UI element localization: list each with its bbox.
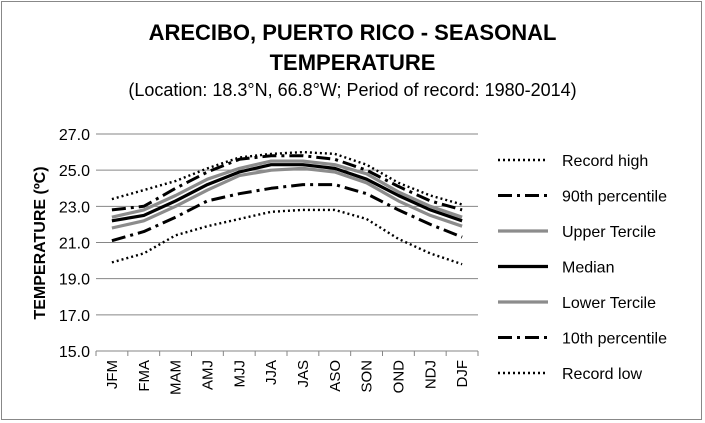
x-tick-label: JJA [263, 360, 280, 385]
x-tick-label: ASO [327, 360, 344, 392]
series-line-90th-percentile [111, 154, 463, 212]
chart-title-block: ARECIBO, PUERTO RICO - SEASONAL TEMPERAT… [0, 18, 705, 102]
chart-title-line-1: ARECIBO, PUERTO RICO - SEASONAL [148, 20, 557, 45]
y-tick-label: 23.0 [59, 199, 90, 216]
x-tick-label: JFM [104, 360, 121, 389]
series-line-median [111, 163, 463, 223]
x-tick-label: JAS [295, 360, 312, 388]
legend: Record high 90th percentile Upper Tercile M… [498, 153, 667, 383]
y-tick-label: 17.0 [59, 308, 90, 325]
x-tick-label: MJJ [231, 360, 248, 388]
y-tick-label: 19.0 [59, 272, 90, 289]
series-line-record-low [111, 208, 463, 266]
series-layer [111, 150, 463, 266]
legend-label-record-low: Record low [562, 366, 642, 383]
y-tick-label: 21.0 [59, 236, 90, 253]
x-tick-label: NDJ [422, 360, 439, 389]
series-line-record-high [111, 150, 463, 206]
x-tick-label: AMJ [199, 360, 216, 390]
series-line-upper-tercile [111, 159, 463, 219]
legend-label-median: Median [562, 260, 614, 277]
y-tick-label: 15.0 [59, 344, 90, 361]
x-tick-label: SON [359, 360, 376, 393]
y-tick-label: 25.0 [59, 163, 90, 180]
legend-label-90th-percentile: 90th percentile [562, 189, 667, 206]
x-tick-label: FMA [136, 360, 153, 392]
y-tick-label: 27.0 [59, 127, 90, 144]
y-axis-label: TEMPERATURE (ºC) [32, 166, 49, 319]
legend-label-10th-percentile: 10th percentile [562, 331, 667, 348]
legend-label-upper-tercile: Upper Tercile [562, 224, 656, 241]
chart-subtitle: (Location: 18.3°N, 66.8°W; Period of rec… [128, 80, 577, 100]
grid-layer [96, 133, 478, 352]
chart-title-line-2: TEMPERATURE [269, 50, 436, 75]
series-line-10th-percentile [111, 183, 463, 243]
series-line-lower-tercile [111, 166, 463, 230]
legend-label-lower-tercile: Lower Tercile [562, 295, 656, 312]
x-tick-label: DJF [454, 360, 471, 388]
axis-layer: 15.0 17.0 19.0 21.0 23.0 25.0 27.0 JFM FMA MAM AMJ… [59, 127, 479, 395]
x-tick-label: OND [390, 360, 407, 394]
legend-label-record-high: Record high [562, 153, 648, 170]
x-tick-label: MAM [168, 360, 185, 395]
